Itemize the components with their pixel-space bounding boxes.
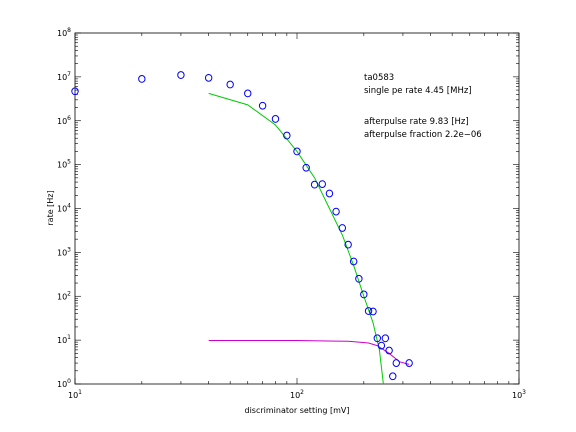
- data-point: [392, 359, 400, 367]
- y-tick-label: 104: [57, 203, 71, 214]
- data-point: [349, 257, 358, 266]
- series-line-1: [208, 92, 384, 385]
- annotation-single-pe-rate: single pe rate 4.45 [MHz]: [364, 86, 472, 96]
- annotation-afterpulse-fraction: afterpulse fraction 2.2e−06: [364, 130, 482, 140]
- series-line-2: [208, 340, 410, 365]
- data-point: [373, 334, 382, 343]
- data-point: [271, 115, 280, 123]
- y-axis-title: rate [Hz]: [46, 190, 55, 225]
- series-layer: [71, 71, 413, 385]
- data-point: [381, 334, 390, 343]
- data-point: [332, 207, 340, 216]
- y-tick-label: 106: [57, 115, 71, 126]
- data-point: [360, 290, 368, 299]
- data-point: [364, 307, 373, 315]
- y-tick-label: 105: [57, 159, 71, 170]
- x-tick-label: 101: [68, 389, 82, 400]
- plot-area: [74, 32, 520, 385]
- data-point: [389, 372, 397, 381]
- data-point: [138, 74, 146, 83]
- data-point: [405, 359, 413, 367]
- annotation-afterpulse-rate: afterpulse rate 9.83 [Hz]: [364, 117, 469, 127]
- annotation-id: ta0583: [364, 73, 394, 83]
- data-point: [226, 80, 234, 89]
- x-axis-title: discriminator setting [mV]: [244, 406, 349, 415]
- data-point: [355, 274, 363, 283]
- y-tick-label: 108: [57, 27, 71, 38]
- data-point: [302, 163, 310, 172]
- data-point: [71, 87, 79, 96]
- data-point: [318, 180, 326, 188]
- data-point: [177, 71, 185, 79]
- data-point: [377, 341, 386, 350]
- y-tick-label: 103: [57, 246, 71, 257]
- data-point: [244, 89, 252, 98]
- data-point: [293, 147, 301, 156]
- data-point: [338, 224, 347, 232]
- y-tick-label: 102: [57, 290, 71, 301]
- data-point: [258, 101, 267, 110]
- data-point: [385, 346, 393, 355]
- data-point: [344, 240, 352, 249]
- data-point: [369, 307, 377, 316]
- data-point: [310, 180, 319, 189]
- data-point: [204, 73, 213, 82]
- y-tick-label: 101: [57, 334, 71, 345]
- data-point: [325, 189, 334, 198]
- y-tick-label: 107: [57, 71, 71, 82]
- x-tick-label: 103: [512, 389, 526, 400]
- x-tick-label: 102: [290, 389, 304, 400]
- y-tick-label: 100: [57, 378, 71, 389]
- data-point: [283, 131, 291, 140]
